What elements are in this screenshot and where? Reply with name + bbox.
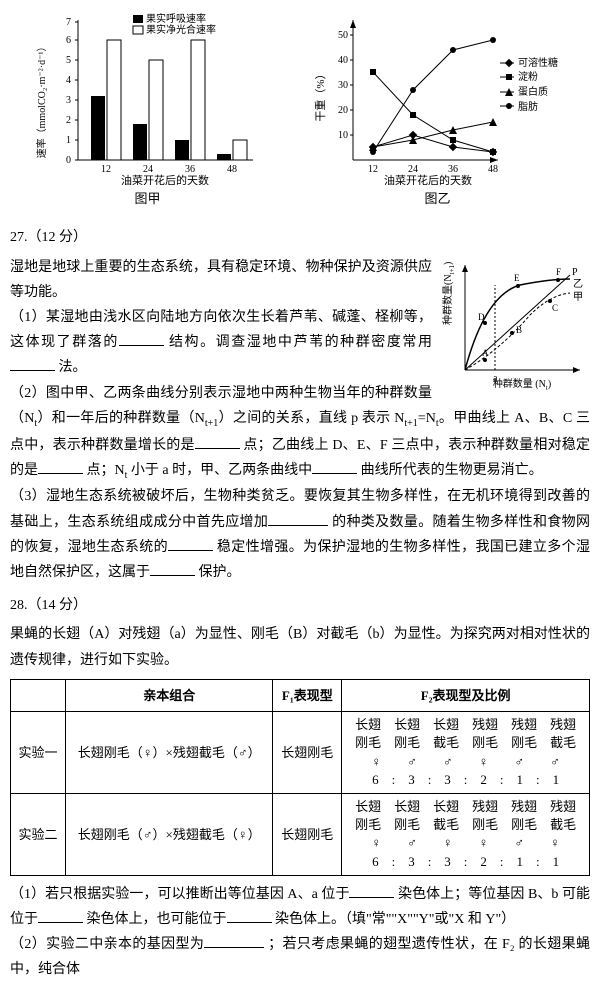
- svg-text:种群数量(Nt+1): 种群数量(Nt+1): [441, 261, 456, 324]
- q28-intro: 果蝇的长翅（A）对残翅（a）为显性、刚毛（B）对截毛（b）为显性。为探究两对相对…: [10, 622, 590, 672]
- blank: [227, 908, 272, 923]
- svg-text:脂肪: 脂肪: [518, 100, 538, 113]
- svg-text:24: 24: [408, 164, 418, 175]
- q27-intro: 湿地是地球上重要的生态系统，具有稳定环境、物种保护及资源供应等功能。: [10, 260, 432, 300]
- x-axis-label: 油菜开花后的天数: [121, 173, 209, 185]
- y-axis-label: 速率（mmolCO₂·m⁻²·d⁻¹）: [35, 42, 48, 159]
- blank: [349, 883, 394, 898]
- blank: [38, 908, 83, 923]
- bar-chart-jia: 0 1 2 3 4 5 6 7: [33, 10, 263, 185]
- svg-text:36: 36: [448, 164, 458, 175]
- question-28: 28.（14 分） 果蝇的长翅（A）对残翅（a）为显性、刚毛（B）对截毛（b）为…: [10, 593, 590, 982]
- svg-text:C: C: [552, 303, 558, 313]
- svg-text:3: 3: [66, 95, 71, 106]
- svg-text:48: 48: [488, 164, 498, 175]
- svg-text:种群数量 (Nt): 种群数量 (Nt): [493, 377, 551, 390]
- question-27: 27.（12 分） P 乙 甲 A B C D: [10, 225, 590, 585]
- experiment-table: 亲本组合 F₁表现型 F₂表现型及比例 实验一 长翅刚毛（♀）×残翅截毛（♂） …: [10, 679, 590, 876]
- svg-text:24: 24: [143, 164, 153, 175]
- q27-side-graph: P 乙 甲 A B C D E F a 种群数量(Nt+1) 种群数量 (Nt): [440, 255, 590, 399]
- svg-text:12: 12: [368, 164, 378, 175]
- chart-yi-caption: 图乙: [424, 187, 450, 210]
- chart-jia-caption: 图甲: [134, 187, 160, 210]
- svg-text:果实净光合速率: 果实净光合速率: [146, 23, 216, 36]
- svg-text:油菜开花后的天数: 油菜开花后的天数: [384, 173, 472, 185]
- svg-text:10: 10: [338, 130, 348, 141]
- svg-text:5: 5: [66, 55, 71, 66]
- svg-text:20: 20: [338, 105, 348, 116]
- svg-text:40: 40: [338, 55, 348, 66]
- svg-text:P: P: [572, 267, 578, 278]
- chart-jia: 0 1 2 3 4 5 6 7: [33, 10, 263, 210]
- svg-text:乙: 乙: [573, 278, 583, 290]
- line-chart-yi: 10 20 30 40 50 12 24 36 48: [308, 10, 568, 185]
- svg-text:B: B: [516, 325, 522, 335]
- blank: [204, 933, 264, 948]
- blank: [195, 434, 240, 449]
- q28-header: 28.（14 分）: [10, 593, 590, 618]
- table-row: 实验二 长翅刚毛（♂）×残翅截毛（♀） 长翅刚毛 长翅 长翅 长翅 残翅 残翅 …: [11, 793, 590, 875]
- svg-text:F: F: [556, 267, 561, 277]
- svg-text:甲: 甲: [573, 292, 583, 303]
- blank: [312, 459, 357, 474]
- svg-text:果实呼吸速率: 果实呼吸速率: [146, 12, 206, 25]
- q27-header: 27.（12 分）: [10, 225, 590, 250]
- chart-yi: 10 20 30 40 50 12 24 36 48: [308, 10, 568, 210]
- svg-text:12: 12: [101, 164, 111, 175]
- svg-text:6: 6: [66, 35, 71, 46]
- table-header-row: 亲本组合 F₁表现型 F₂表现型及比例: [11, 679, 590, 711]
- svg-text:48: 48: [227, 164, 237, 175]
- blank: [119, 331, 164, 346]
- svg-text:淀粉: 淀粉: [518, 70, 538, 83]
- svg-text:0: 0: [66, 155, 71, 166]
- top-charts-row: 0 1 2 3 4 5 6 7: [10, 10, 590, 210]
- svg-text:可溶性糖: 可溶性糖: [518, 56, 558, 69]
- svg-text:A: A: [482, 348, 489, 358]
- svg-text:干重（%）: 干重（%）: [313, 68, 327, 121]
- blank: [268, 511, 328, 526]
- svg-text:36: 36: [185, 164, 195, 175]
- svg-text:D: D: [478, 312, 485, 322]
- svg-text:50: 50: [338, 30, 348, 41]
- svg-text:E: E: [514, 273, 520, 283]
- blank: [38, 459, 83, 474]
- blank: [150, 561, 195, 576]
- svg-text:2: 2: [66, 115, 71, 126]
- svg-text:7: 7: [66, 17, 71, 28]
- svg-text:蛋白质: 蛋白质: [518, 85, 548, 98]
- svg-text:30: 30: [338, 80, 348, 91]
- svg-text:1: 1: [66, 135, 71, 146]
- blank: [168, 536, 213, 551]
- table-row: 实验一 长翅刚毛（♀）×残翅截毛（♂） 长翅刚毛 长翅 长翅 长翅 残翅 残翅 …: [11, 712, 590, 794]
- blank: [10, 356, 55, 371]
- svg-text:4: 4: [66, 75, 71, 86]
